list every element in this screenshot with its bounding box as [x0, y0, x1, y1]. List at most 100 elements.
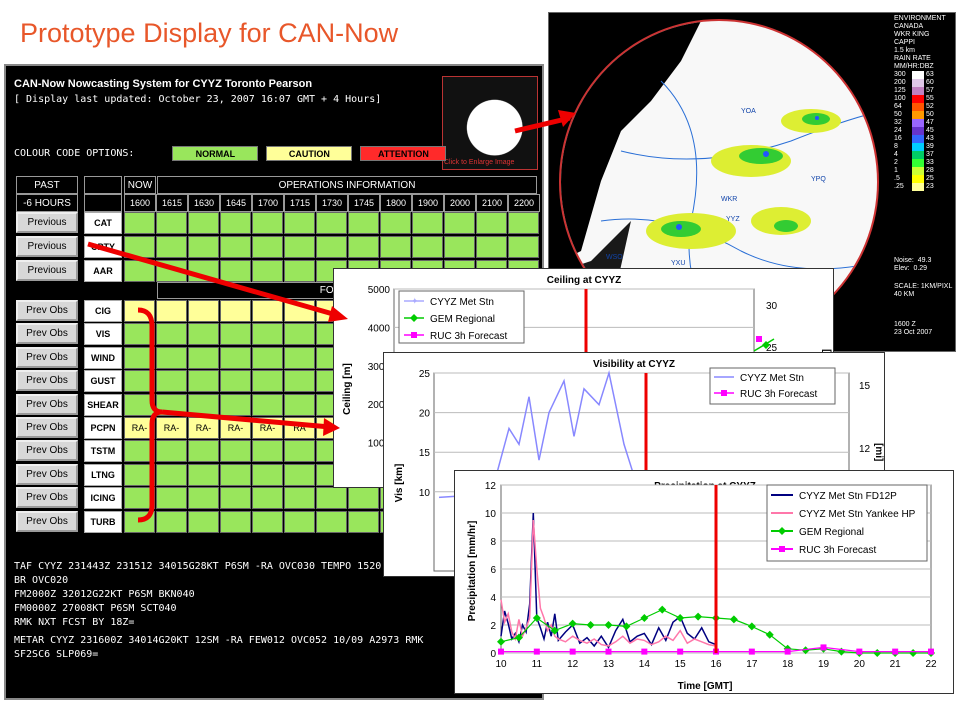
status-cell[interactable] [252, 260, 283, 282]
status-cell[interactable] [156, 212, 187, 234]
status-cell[interactable] [412, 212, 443, 234]
status-cell[interactable] [220, 370, 251, 393]
prev-obs-button[interactable]: Prev Obs [16, 417, 78, 438]
status-cell[interactable] [316, 487, 347, 510]
status-cell[interactable] [380, 212, 411, 234]
status-cell[interactable] [284, 487, 315, 510]
status-cell[interactable] [124, 510, 155, 533]
prev-obs-button[interactable]: Prev Obs [16, 393, 78, 415]
status-cell[interactable] [476, 236, 507, 258]
status-cell[interactable] [444, 236, 475, 258]
status-cell[interactable] [284, 346, 315, 369]
status-cell[interactable] [476, 212, 507, 234]
status-cell[interactable] [124, 487, 155, 510]
status-cell[interactable] [188, 300, 219, 322]
status-cell[interactable] [252, 440, 283, 463]
status-cell[interactable] [252, 212, 283, 234]
status-cell[interactable] [284, 393, 315, 416]
previous-button[interactable]: Previous [16, 212, 78, 233]
prev-obs-button[interactable]: Prev Obs [16, 300, 78, 321]
status-cell[interactable] [188, 346, 219, 369]
status-cell[interactable] [188, 440, 219, 463]
previous-button[interactable]: Previous [16, 236, 78, 257]
status-cell[interactable] [156, 370, 187, 393]
status-cell[interactable] [284, 300, 315, 322]
prev-obs-button[interactable]: Prev Obs [16, 487, 78, 509]
status-cell[interactable] [252, 510, 283, 533]
status-cell[interactable] [124, 393, 155, 416]
radar-thumbnail[interactable] [442, 76, 538, 170]
status-cell[interactable]: RA [284, 417, 315, 439]
status-cell[interactable] [124, 440, 155, 463]
status-cell[interactable] [284, 260, 315, 282]
status-cell[interactable] [316, 510, 347, 533]
prev-obs-button[interactable]: Prev Obs [16, 463, 78, 485]
prev-obs-button[interactable]: Prev Obs [16, 346, 78, 368]
status-cell[interactable] [124, 463, 155, 486]
status-cell[interactable] [156, 440, 187, 463]
status-cell[interactable] [284, 510, 315, 533]
status-cell[interactable] [220, 440, 251, 463]
prev-obs-button[interactable]: Prev Obs [16, 323, 78, 345]
status-cell[interactable] [220, 393, 251, 416]
status-cell[interactable] [252, 487, 283, 510]
status-cell[interactable] [156, 510, 187, 533]
status-cell[interactable] [188, 323, 219, 346]
status-cell[interactable] [252, 370, 283, 393]
status-cell[interactable] [284, 463, 315, 486]
status-cell[interactable]: RA- [220, 417, 251, 439]
status-cell[interactable] [348, 510, 379, 533]
status-cell[interactable] [220, 323, 251, 346]
previous-button[interactable]: Previous [16, 260, 78, 281]
status-cell[interactable] [188, 212, 219, 234]
status-cell[interactable] [124, 260, 155, 282]
status-cell[interactable] [252, 236, 283, 258]
status-cell[interactable] [124, 323, 155, 346]
status-cell[interactable] [188, 463, 219, 486]
status-cell[interactable] [188, 487, 219, 510]
status-cell[interactable] [156, 260, 187, 282]
status-cell[interactable] [252, 300, 283, 322]
status-cell[interactable] [220, 236, 251, 258]
thumbnail-caption[interactable]: Click to Enlarge Image [444, 159, 515, 166]
status-cell[interactable] [284, 323, 315, 346]
legend-normal[interactable]: NORMAL [172, 146, 259, 161]
status-cell[interactable] [220, 260, 251, 282]
status-cell[interactable] [220, 212, 251, 234]
status-cell[interactable] [156, 346, 187, 369]
status-cell[interactable] [156, 463, 187, 486]
status-cell[interactable] [156, 236, 187, 258]
status-cell[interactable] [508, 212, 539, 234]
prev-obs-button[interactable]: Prev Obs [16, 440, 78, 462]
status-cell[interactable] [380, 236, 411, 258]
status-cell[interactable] [220, 510, 251, 533]
status-cell[interactable] [124, 300, 155, 322]
status-cell[interactable]: RA- [124, 417, 155, 439]
status-cell[interactable] [220, 487, 251, 510]
status-cell[interactable] [252, 323, 283, 346]
status-cell[interactable] [124, 236, 155, 258]
status-cell[interactable] [188, 510, 219, 533]
status-cell[interactable] [156, 300, 187, 322]
status-cell[interactable] [124, 370, 155, 393]
status-cell[interactable] [156, 487, 187, 510]
status-cell[interactable] [220, 346, 251, 369]
status-cell[interactable] [316, 236, 347, 258]
status-cell[interactable] [188, 260, 219, 282]
status-cell[interactable] [348, 212, 379, 234]
legend-caution[interactable]: CAUTION [266, 146, 353, 161]
status-cell[interactable] [156, 323, 187, 346]
status-cell[interactable] [124, 212, 155, 234]
status-cell[interactable] [316, 212, 347, 234]
status-cell[interactable] [124, 346, 155, 369]
status-cell[interactable] [156, 393, 187, 416]
status-cell[interactable] [284, 212, 315, 234]
status-cell[interactable]: RA- [252, 417, 283, 439]
status-cell[interactable] [220, 463, 251, 486]
status-cell[interactable]: RA- [188, 417, 219, 439]
status-cell[interactable] [412, 236, 443, 258]
prev-obs-button[interactable]: Prev Obs [16, 370, 78, 392]
status-cell[interactable] [252, 463, 283, 486]
prev-obs-button[interactable]: Prev Obs [16, 510, 78, 532]
status-cell[interactable] [284, 440, 315, 463]
